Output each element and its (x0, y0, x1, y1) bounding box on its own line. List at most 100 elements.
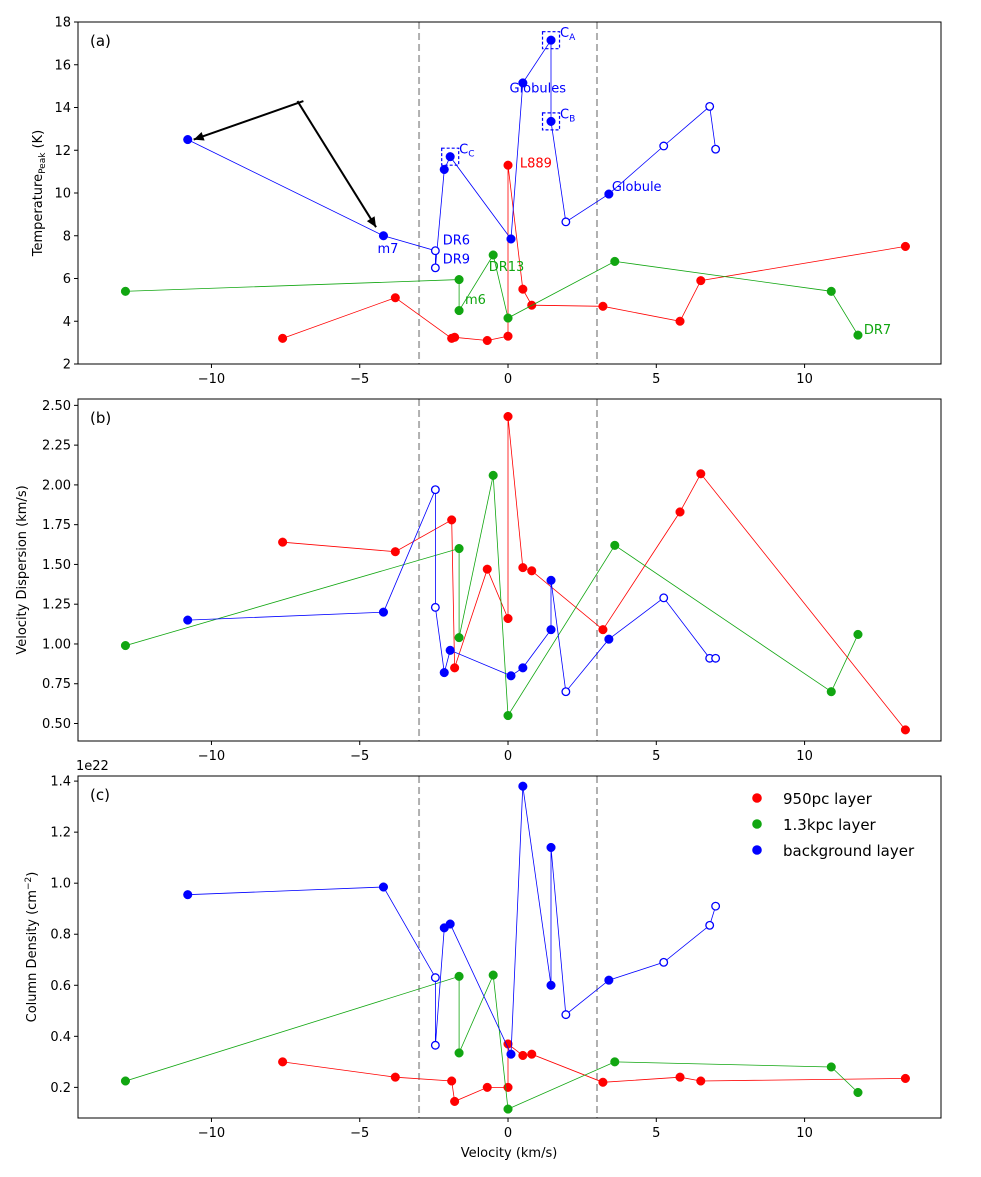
data-point-red (900, 1073, 910, 1083)
y-tick-label: 0.2 (50, 1081, 71, 1096)
data-point-green (826, 687, 836, 697)
panel-a-temperature: −10 −5 0 5 10 2 4 6 8 10 12 14 16 18 (a) TemperaturePea… (31, 16, 942, 387)
data-point-blue (604, 634, 614, 644)
data-point-blue (445, 152, 455, 162)
data-point-red (447, 515, 457, 525)
data-point-red (518, 1050, 528, 1061)
y-axis-title: Velocity Dispersion (km/s) (15, 485, 30, 654)
legend-marker (752, 845, 762, 855)
data-point-green (503, 1104, 513, 1114)
data-point-red (696, 1076, 706, 1086)
data-point-blue (183, 890, 193, 900)
data-point-green (853, 1087, 863, 1098)
data-point-blue (711, 653, 721, 663)
data-point-red (598, 301, 608, 311)
annotation-label: DR13 (489, 260, 525, 275)
axes-frame (77, 21, 942, 365)
data-point-blue (604, 189, 614, 199)
data-point-blue (378, 882, 389, 892)
data-point-blue (561, 1010, 571, 1020)
data-point-red (482, 335, 492, 346)
series-line-red (282, 416, 906, 731)
arrow-line (296, 100, 377, 228)
data-point-red (450, 663, 460, 673)
data-point-green (853, 330, 863, 340)
data-point-red (598, 625, 608, 635)
data-point-red (503, 331, 513, 341)
panel-label: (a) (90, 32, 111, 50)
data-point-red (518, 284, 528, 294)
x-tick-label: 5 (652, 1126, 660, 1141)
data-point-blue (711, 144, 721, 154)
data-point-green (120, 1076, 131, 1086)
core-label-main: C (459, 143, 468, 158)
data-point-red (450, 332, 460, 342)
y-tick-label: 1.50 (42, 558, 71, 573)
legend-label: background layer (783, 842, 915, 860)
x-tick-label: 0 (504, 1126, 512, 1141)
legend-marker (752, 793, 762, 803)
y-tick-label: 14 (54, 101, 71, 116)
y-axis-title-superscript: −2 (24, 877, 34, 890)
data-point-red (278, 537, 288, 547)
y-axis-title-close: ) (25, 872, 40, 877)
data-point-red (503, 411, 513, 422)
annotation-label: Globule (612, 180, 662, 195)
y-tick-label: 12 (54, 144, 71, 159)
data-point-red (675, 316, 685, 326)
data-point-red (900, 725, 910, 735)
data-point-green (610, 256, 620, 266)
data-point-blue (705, 101, 715, 111)
y-tick-label: 0.50 (42, 717, 71, 732)
data-point-green (488, 970, 498, 980)
data-point-green (503, 710, 513, 721)
data-point-blue (445, 919, 455, 929)
y-tick-label: 0.75 (42, 677, 71, 692)
legend-label: 1.3kpc layer (783, 816, 877, 834)
data-point-red (390, 547, 400, 557)
data-point-red (482, 564, 492, 574)
panel-b-velocity-dispersion: −10 −5 0 5 10 0.50 0.75 1.00 1.25 1.50 1.75 2.00 2.2… (15, 398, 942, 764)
data-point-red (696, 276, 706, 286)
y-axis-title-main: Column Density (cm (25, 890, 40, 1022)
x-tick-label: −5 (350, 1126, 369, 1141)
data-point-blue (604, 975, 614, 985)
core-label-subscript: C (468, 150, 474, 160)
y-tick-label: 1.0 (50, 877, 71, 892)
data-point-blue (518, 781, 528, 791)
data-point-blue (430, 973, 440, 983)
core-label-main: C (560, 26, 569, 41)
data-point-blue (378, 231, 389, 241)
arrow-head (366, 216, 376, 228)
panel-c-column-density: −10 −5 0 5 10 0.2 0.4 0.6 0.8 1.0 1.2 1.4 (c) Column … (24, 759, 942, 1141)
data-point-red (390, 1072, 400, 1082)
annotation-label: DR7 (864, 323, 891, 338)
data-point-green (454, 543, 464, 554)
x-axis-title: Velocity (km/s) (461, 1146, 558, 1161)
data-point-green (120, 641, 131, 651)
data-point-red (900, 241, 910, 251)
y-axis-title-unit: (K) (31, 130, 46, 153)
data-point-red (390, 293, 400, 303)
annotation-label: DR9 (443, 253, 470, 268)
data-point-red (675, 507, 685, 517)
data-point-green (120, 286, 131, 296)
x-tick-label: 10 (796, 1126, 813, 1141)
data-point-green (826, 286, 836, 296)
data-point-blue (546, 842, 556, 853)
y-tick-label: 1.75 (42, 518, 71, 533)
data-point-red (696, 469, 706, 479)
x-tick-label: −5 (350, 372, 369, 387)
data-point-green (488, 470, 498, 480)
panel-label: (b) (90, 409, 111, 427)
offset-text: 1e22 (76, 759, 109, 774)
data-point-red (503, 613, 513, 624)
data-point-blue (546, 980, 556, 990)
data-point-green (488, 250, 498, 260)
data-point-blue (430, 485, 440, 495)
data-point-blue (378, 607, 389, 617)
data-point-green (454, 633, 464, 643)
y-tick-label: 6 (63, 272, 71, 287)
x-tick-label: −10 (198, 749, 225, 764)
y-tick-label: 0.8 (50, 928, 71, 943)
